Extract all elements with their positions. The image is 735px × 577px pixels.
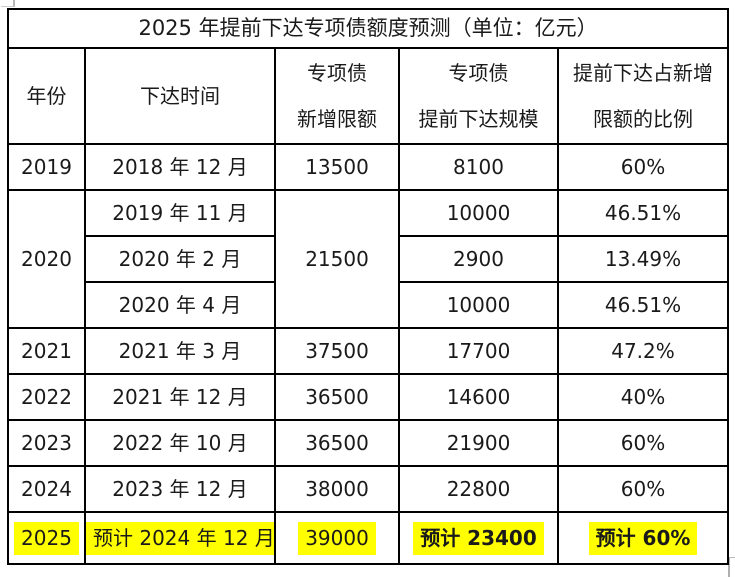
table-header-row: 年份 下达时间 专项债 新增限额 专项债 提前下达规模 提前下达占新增 限额的比… bbox=[7, 47, 730, 145]
ratio-cell: 46.51% bbox=[556, 189, 730, 237]
limit-cell: 37500 bbox=[274, 327, 400, 375]
time-cell: 预计 2024 年 12 月 bbox=[84, 511, 276, 565]
table-row-2025-forecast: 2025 预计 2024 年 12 月 39000 预计 23400 预计 60… bbox=[7, 511, 730, 565]
scale-cell: 14600 bbox=[398, 373, 559, 421]
table-row-2020-sub1: 2020 2019 年 11 月 21500 10000 46.51% bbox=[7, 189, 730, 329]
year-cell: 2024 bbox=[7, 465, 86, 513]
time-cell: 2018 年 12 月 bbox=[84, 143, 276, 191]
table-row-2022: 2022 2021 年 12 月 36500 14600 40% bbox=[7, 373, 730, 421]
highlighted-value: 2025 bbox=[14, 521, 79, 555]
limit-cell: 36500 bbox=[274, 419, 400, 467]
year-cell: 2025 bbox=[7, 511, 86, 565]
year-cell: 2021 bbox=[7, 327, 86, 375]
scale-cell: 10000 bbox=[398, 189, 559, 237]
highlighted-value-bold: 预计 60% bbox=[588, 521, 698, 555]
highlighted-value: 预计 2024 年 12 月 bbox=[87, 521, 273, 555]
scale-cell: 10000 bbox=[398, 281, 559, 329]
ratio-cell: 60% bbox=[556, 143, 730, 191]
limit-cell: 13500 bbox=[274, 143, 400, 191]
col-header-ratio-line2: 限额的比例 bbox=[593, 107, 694, 131]
col-header-ratio: 提前下达占新增 限额的比例 bbox=[556, 47, 730, 145]
scale-cell: 8100 bbox=[398, 143, 559, 191]
limit-cell: 38000 bbox=[274, 465, 400, 513]
limit-cell-merged: 21500 bbox=[274, 189, 400, 329]
time-cell: 2023 年 12 月 bbox=[84, 465, 276, 513]
scale-cell: 预计 23400 bbox=[398, 511, 559, 565]
time-cell: 2020 年 4 月 bbox=[84, 281, 276, 329]
year-cell: 2019 bbox=[7, 143, 86, 191]
year-cell: 2023 bbox=[7, 419, 86, 467]
time-cell: 2021 年 12 月 bbox=[84, 373, 276, 421]
table-row-2023: 2023 2022 年 10 月 36500 21900 60% bbox=[7, 419, 730, 467]
table-row-2020-sub2: 2020 年 2 月 2900 13.49% bbox=[8, 235, 730, 283]
ratio-cell: 60% bbox=[556, 465, 730, 513]
table-title: 2025 年提前下达专项债额度预测（单位：亿元） bbox=[6, 8, 730, 49]
col-header-advance-scale-line2: 提前下达规模 bbox=[418, 107, 539, 131]
highlighted-value: 39000 bbox=[298, 521, 376, 555]
table-row-2020-sub3: 2020 年 4 月 10000 46.51% bbox=[8, 281, 730, 329]
col-header-year: 年份 bbox=[7, 47, 86, 145]
scale-cell: 2900 bbox=[398, 235, 559, 283]
highlighted-value-bold: 预计 23400 bbox=[413, 521, 544, 555]
col-header-advance-scale: 专项债 提前下达规模 bbox=[398, 47, 559, 145]
special-bond-forecast-table: 2025 年提前下达专项债额度预测（单位：亿元） 年份 下达时间 专项债 新增限… bbox=[6, 8, 730, 565]
table-row-2019: 2019 2018 年 12 月 13500 8100 60% bbox=[7, 143, 730, 191]
time-cell: 2022 年 10 月 bbox=[84, 419, 276, 467]
limit-cell: 36500 bbox=[274, 373, 400, 421]
year-cell: 2022 bbox=[7, 373, 86, 421]
table-title-row: 2025 年提前下达专项债额度预测（单位：亿元） bbox=[6, 8, 730, 49]
col-header-new-limit-line2: 新增限额 bbox=[297, 107, 377, 131]
year-cell-merged: 2020 bbox=[7, 189, 86, 329]
col-header-new-limit-line1: 专项债 bbox=[307, 61, 367, 85]
corner-artifact-bottom-right bbox=[728, 557, 735, 577]
ratio-cell: 40% bbox=[556, 373, 730, 421]
col-header-time: 下达时间 bbox=[84, 47, 276, 145]
scale-cell: 21900 bbox=[398, 419, 559, 467]
col-header-ratio-line1: 提前下达占新增 bbox=[573, 61, 714, 85]
col-header-new-limit: 专项债 新增限额 bbox=[274, 47, 400, 145]
scale-cell: 22800 bbox=[398, 465, 559, 513]
limit-cell: 39000 bbox=[274, 511, 400, 565]
scale-cell: 17700 bbox=[398, 327, 559, 375]
ratio-cell: 47.2% bbox=[556, 327, 730, 375]
col-header-advance-scale-line1: 专项债 bbox=[448, 61, 509, 85]
time-cell: 2020 年 2 月 bbox=[84, 235, 276, 283]
ratio-cell: 预计 60% bbox=[556, 511, 730, 565]
ratio-cell: 46.51% bbox=[556, 281, 730, 329]
table-row-2024: 2024 2023 年 12 月 38000 22800 60% bbox=[7, 465, 730, 513]
ratio-cell: 60% bbox=[556, 419, 730, 467]
time-cell: 2021 年 3 月 bbox=[84, 327, 276, 375]
table-row-2021: 2021 2021 年 3 月 37500 17700 47.2% bbox=[7, 327, 730, 375]
ratio-cell: 13.49% bbox=[556, 235, 730, 283]
corner-artifact-top-left bbox=[1, 0, 15, 7]
time-cell: 2019 年 11 月 bbox=[84, 189, 276, 237]
